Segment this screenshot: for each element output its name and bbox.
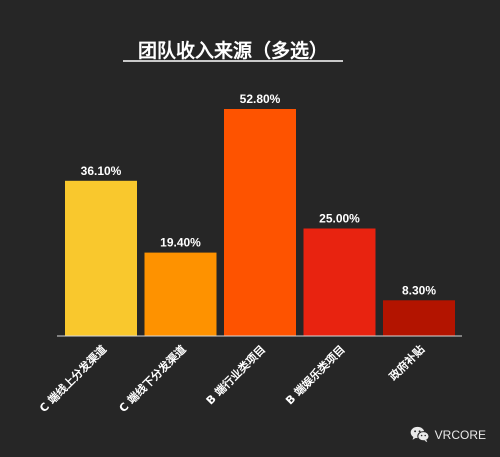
value-label-2: 19.40% <box>160 236 201 250</box>
value-label-4: 25.00% <box>319 212 360 226</box>
chart-title: 团队收入来源（多选） <box>138 39 328 62</box>
bar-4 <box>303 228 376 336</box>
x-tick-label-5: 政府补贴 <box>386 342 427 383</box>
x-tick-label-4: B 端娱乐类项目 <box>282 342 347 407</box>
bars-layer <box>65 109 455 336</box>
x-tick-label-3: B 端行业类项目 <box>203 342 268 407</box>
bar-5 <box>383 300 455 336</box>
value-label-5: 8.30% <box>402 283 436 297</box>
value-label-1: 36.10% <box>81 164 122 178</box>
bar-1 <box>65 180 137 336</box>
x-tick-label-1: C 端线上分发渠道 <box>36 342 109 415</box>
x-tick-label-2: C 端线下分发渠道 <box>116 342 189 415</box>
watermark-text: VRCORE <box>434 427 486 442</box>
x-tick-labels-layer: C 端线上分发渠道 C 端线下分发渠道 B 端行业类项目 B 端娱乐类项目 政府补贴 <box>36 342 427 415</box>
bar-2 <box>144 252 217 336</box>
watermark: VRCORE <box>410 426 486 443</box>
bar-3 <box>224 109 296 336</box>
wechat-icon <box>410 426 430 443</box>
value-labels-layer: 36.10% 19.40% 52.80% 25.00% 8.30% <box>81 92 437 297</box>
value-label-3: 52.80% <box>240 92 281 106</box>
